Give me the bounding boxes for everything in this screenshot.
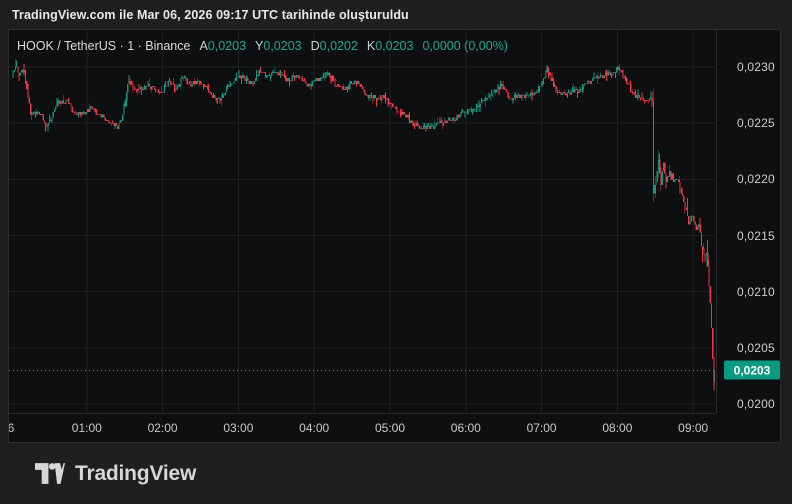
high-label: Y bbox=[255, 39, 264, 53]
price-axis-label: 0,0230 bbox=[737, 60, 775, 74]
time-axis-label: 05:00 bbox=[374, 421, 405, 435]
price-axis-label: 0,0210 bbox=[737, 284, 775, 299]
attribution-text: TradingView.com ile Mar 06, 2026 09:17 U… bbox=[12, 7, 409, 22]
price-axis-label: 0,0225 bbox=[737, 116, 775, 131]
attribution-bar: TradingView.com ile Mar 06, 2026 09:17 U… bbox=[0, 0, 792, 29]
candlestick-chart[interactable] bbox=[9, 30, 715, 413]
time-axis-label: 6 bbox=[9, 421, 14, 435]
price-change: 0,0000 (0,00%) bbox=[422, 39, 508, 53]
tradingview-logo-icon bbox=[35, 463, 65, 484]
time-axis-label: 04:00 bbox=[299, 421, 330, 435]
ohlc-open: A0,0203 bbox=[199, 39, 246, 53]
ohlc-high: Y0,0203 bbox=[255, 39, 302, 53]
footer-bar: TradingView bbox=[0, 443, 792, 504]
ohlc-close: K0,0203 bbox=[367, 39, 414, 53]
symbol-title[interactable]: HOOK / TetherUS · 1 · Binance bbox=[17, 39, 191, 53]
open-value: 0,0203 bbox=[207, 39, 247, 53]
time-axis-label: 03:00 bbox=[223, 421, 254, 435]
brand-text: TradingView bbox=[75, 461, 197, 485]
time-axis-label: 09:00 bbox=[678, 421, 709, 435]
price-axis-label: 0,0220 bbox=[737, 172, 775, 187]
open-label: A bbox=[199, 39, 208, 53]
candlestick-svg bbox=[9, 30, 715, 413]
price-axis-label: 0,0215 bbox=[737, 228, 775, 243]
last-price-badge: 0,0203 bbox=[724, 360, 780, 380]
price-axis[interactable]: 0,0230 0,0225 0,0220 0,0215 0,0210 0,0205 0,02… bbox=[716, 30, 780, 413]
time-axis-label: 01:00 bbox=[71, 421, 102, 435]
ohlc-low: D0,0202 bbox=[311, 39, 358, 53]
close-value: 0,0203 bbox=[375, 39, 414, 53]
price-axis-label: 0,0205 bbox=[737, 340, 775, 355]
low-label: D bbox=[310, 39, 320, 53]
price-axis-label: 0,0200 bbox=[737, 397, 775, 412]
time-axis-label: 02:00 bbox=[147, 421, 178, 435]
low-value: 0,0202 bbox=[319, 39, 358, 53]
time-axis-label: 07:00 bbox=[526, 421, 557, 435]
time-axis-label: 06:00 bbox=[450, 421, 481, 435]
time-axis[interactable]: 6 01:00 02:00 03:00 04:00 05:00 06:00 07:00 08:0… bbox=[9, 413, 715, 442]
high-value: 0,0203 bbox=[263, 39, 302, 53]
tradingview-brand-link[interactable]: TradingView bbox=[35, 462, 196, 486]
symbol-legend[interactable]: HOOK / TetherUS · 1 · Binance A0,0203 Y0… bbox=[17, 37, 508, 55]
chart-widget: HOOK / TetherUS · 1 · Binance A0,0203 Y0… bbox=[8, 29, 781, 443]
close-label: K bbox=[366, 39, 376, 53]
time-axis-label: 08:00 bbox=[602, 421, 633, 435]
